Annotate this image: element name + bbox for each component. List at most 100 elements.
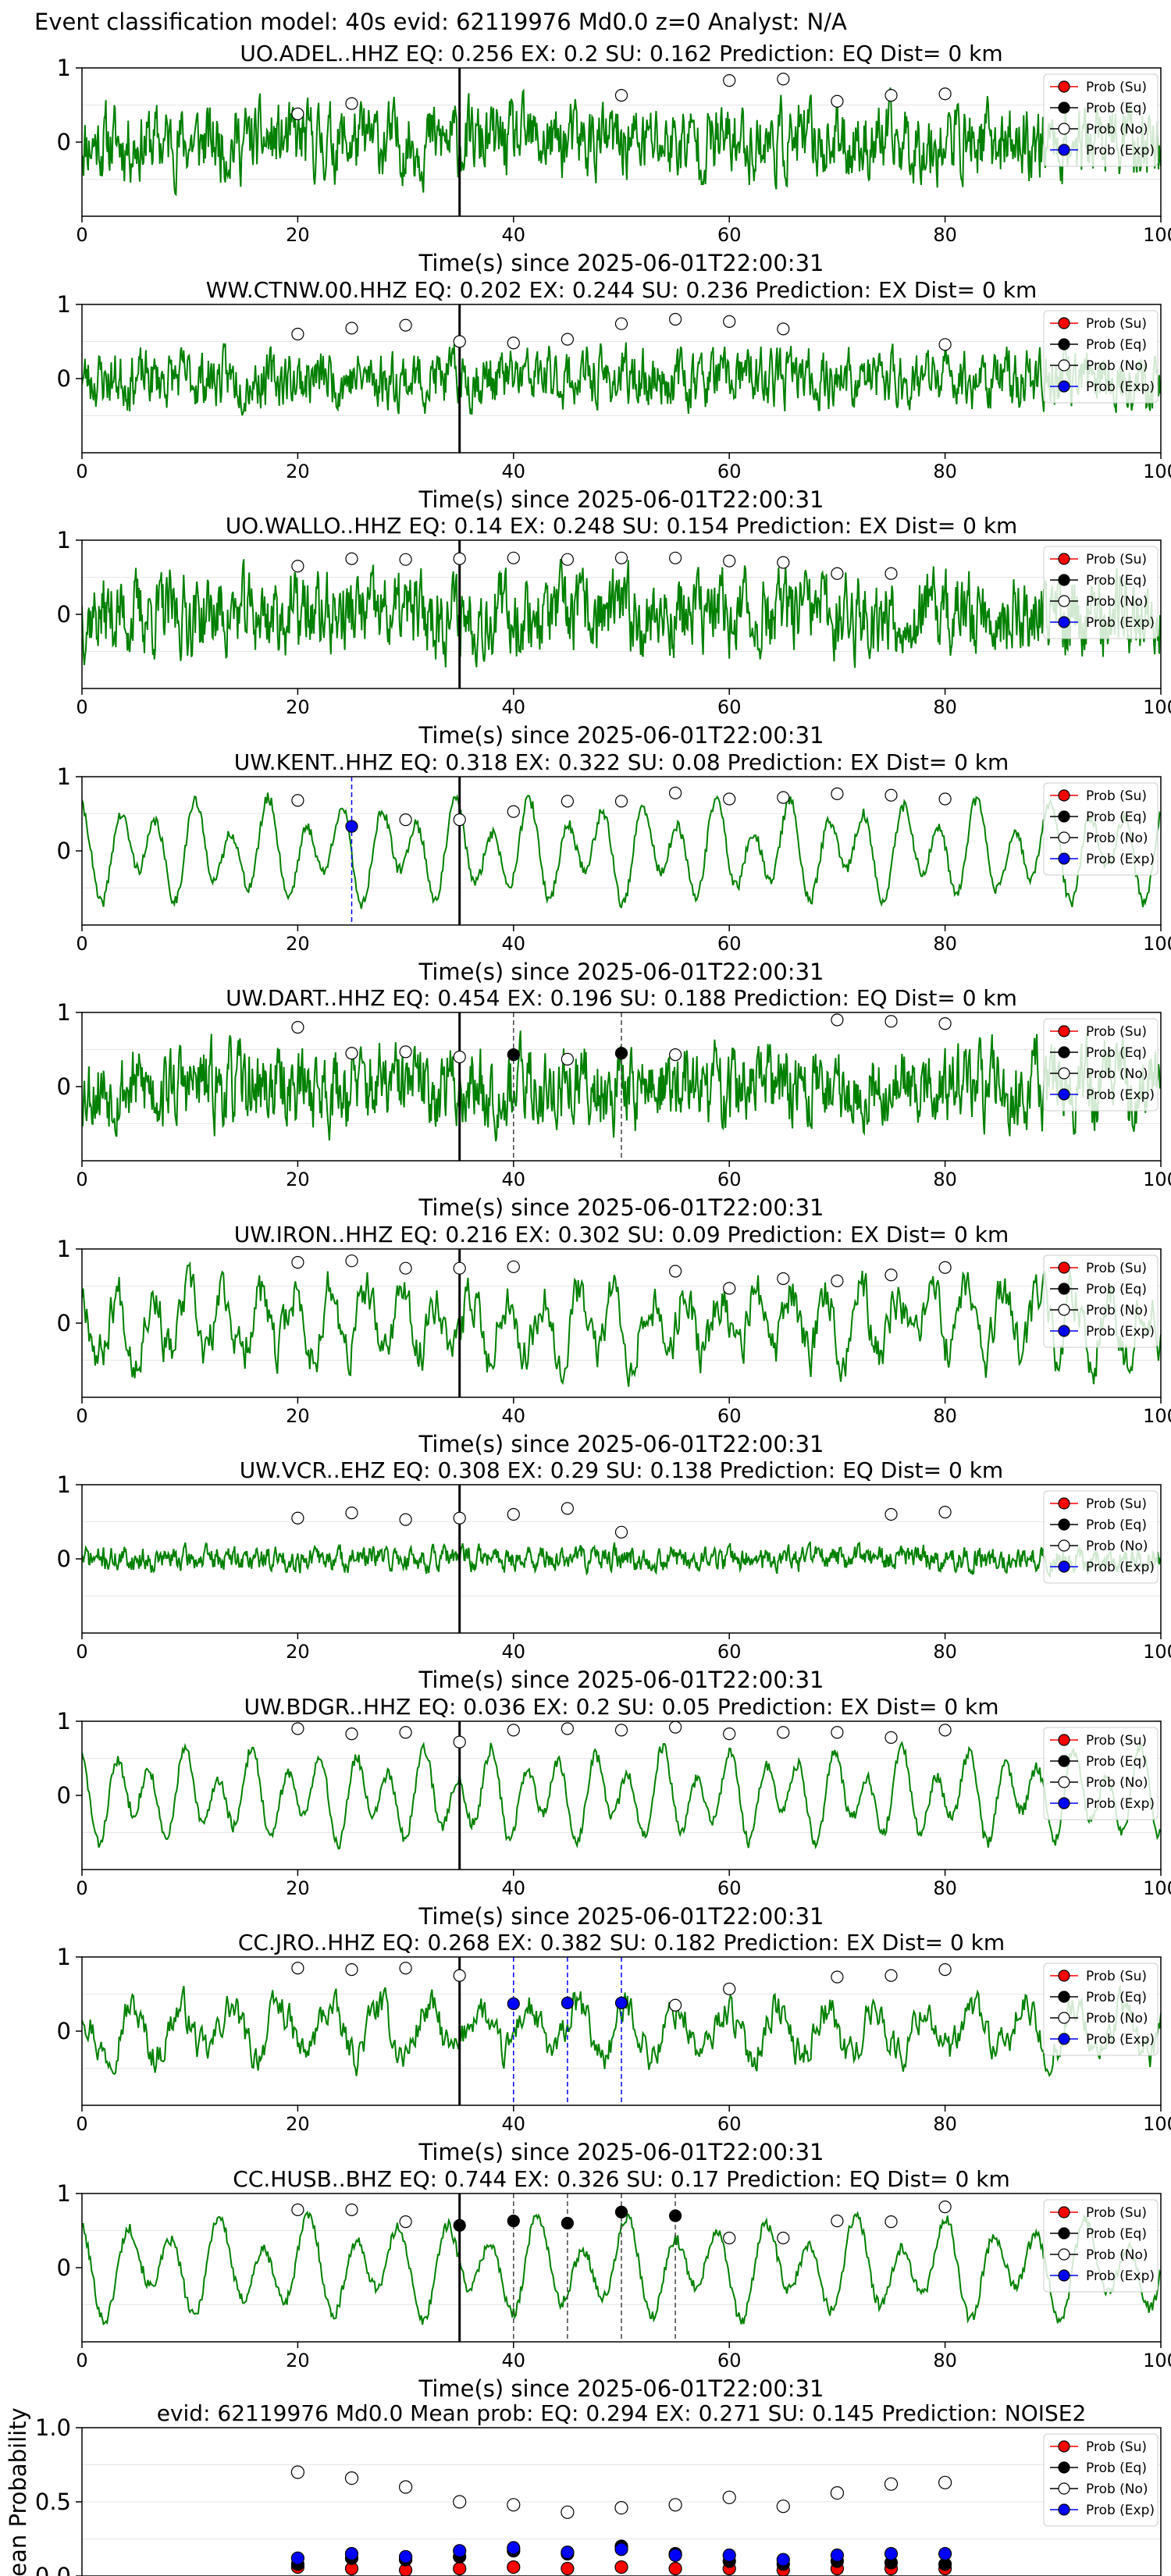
x-tick-label: 80: [933, 1877, 957, 1899]
legend-box: [1043, 1254, 1159, 1348]
chart-panel-1: UO.ADEL..HHZ EQ: 0.256 EX: 0.2 SU: 0.162…: [57, 41, 1171, 276]
legend-marker: [1058, 2440, 1070, 2453]
legend: Prob (Su) Prob (Eq) Prob (No) Prob (Exp): [1043, 1962, 1159, 2056]
prob-no-point: [884, 1731, 898, 1744]
legend-marker: [1058, 1755, 1070, 1767]
prob-no-point: [399, 1962, 412, 1975]
x-tick-label: 40: [502, 2113, 526, 2135]
plot-area: [82, 558, 1161, 668]
legend-label: Prob (Su): [1086, 1261, 1147, 1276]
y-tick-label: 1: [57, 2180, 71, 2207]
prob-no-point: [561, 333, 575, 346]
x-tick-label: 40: [502, 224, 526, 246]
legend-marker: [1058, 359, 1070, 372]
x-axis-label: Time(s) since 2025-06-01T22:00:31: [418, 2139, 824, 2165]
x-tick-label: 40: [502, 1405, 526, 1427]
chart-panel-6: UW.IRON..HHZ EQ: 0.216 EX: 0.302 SU: 0.0…: [57, 1222, 1171, 1457]
prob-no-point: [507, 336, 520, 350]
prob-no-point: [777, 2231, 790, 2245]
legend-label: Prob (Exp): [1086, 852, 1155, 867]
x-tick-label: 100: [1143, 933, 1171, 955]
chart-panel-11: evid: 62119976 Md0.0 Mean prob: EQ: 0.29…: [5, 2400, 1162, 2576]
legend-label: Prob (Exp): [1086, 2032, 1155, 2048]
prob-no-point: [614, 89, 628, 102]
legend-marker: [1058, 2269, 1070, 2282]
legend-label: Prob (Su): [1086, 80, 1147, 95]
legend-marker: [1058, 789, 1070, 802]
y-tick-label: 1: [57, 1708, 71, 1735]
prob-eq-point: [668, 2209, 682, 2222]
y-tick-label: 1: [57, 55, 71, 81]
prob-exp-point: [938, 2546, 952, 2561]
prob-no-point: [291, 2203, 304, 2216]
legend-marker: [1058, 338, 1070, 350]
prob-no-point: [614, 317, 628, 330]
legend-marker: [1058, 80, 1070, 93]
y-tick-label: 1: [57, 999, 71, 1026]
legend-box: [1043, 310, 1159, 404]
x-tick-label: 20: [286, 224, 310, 246]
prob-no-point: [777, 322, 790, 336]
prob-no-point: [345, 1047, 358, 1060]
legend-marker: [1058, 2248, 1070, 2261]
plot-area: [82, 342, 1161, 416]
plot-area: [82, 87, 1161, 197]
prob-no-point: [614, 1525, 628, 1539]
prob-no-point: [453, 1261, 466, 1275]
x-axis-label: Time(s) since 2025-06-01T22:00:31: [418, 959, 824, 985]
prob-no-point: [561, 2505, 575, 2519]
prob-no-point: [345, 1254, 358, 1268]
legend-marker: [1058, 1991, 1070, 2003]
legend-label: Prob (Su): [1086, 1969, 1147, 1984]
legend-marker: [1058, 1797, 1070, 1809]
legend: Prob (Su) Prob (Eq) Prob (No) Prob (Exp): [1043, 2199, 1159, 2293]
prob-no-point: [831, 1274, 844, 1287]
prob-eq-point: [453, 2218, 466, 2232]
legend-box: [1043, 1018, 1159, 1112]
prob-no-point: [399, 1045, 412, 1059]
x-tick-label: 20: [286, 933, 310, 955]
prob-no-point: [291, 107, 304, 120]
plot-area: [82, 1541, 1161, 1578]
legend-label: Prob (No): [1086, 594, 1148, 610]
legend-label: Prob (Exp): [1086, 143, 1155, 158]
prob-no-point: [561, 553, 575, 566]
x-tick-label: 100: [1143, 2350, 1171, 2371]
prob-no-point: [453, 1735, 466, 1749]
prob-no-point: [507, 805, 520, 818]
legend-marker: [1058, 1261, 1070, 1274]
x-tick-label: 0: [76, 224, 87, 246]
x-axis-label: Time(s) since 2025-06-01T22:00:31: [418, 1667, 824, 1693]
prob-exp-point: [344, 2546, 359, 2561]
prob-no-point: [668, 786, 682, 800]
prob-no-point: [291, 1511, 304, 1525]
prob-no-point: [777, 1272, 790, 1286]
prob-no-point: [399, 813, 412, 827]
prob-no-point: [507, 551, 520, 564]
waveform-trace: [82, 342, 1161, 416]
legend-marker: [1058, 553, 1070, 565]
plot-area: [82, 1261, 1161, 1387]
x-tick-label: 20: [286, 1405, 310, 1427]
legend: Prob (Su) Prob (Eq) Prob (No) Prob (Exp): [1043, 1018, 1159, 1112]
waveform-trace: [82, 1985, 1161, 2077]
x-tick-label: 80: [933, 2350, 957, 2371]
prob-no-point: [938, 2201, 952, 2214]
x-tick-label: 40: [502, 1877, 526, 1899]
prob-no-point: [345, 552, 358, 565]
legend-label: Prob (No): [1086, 1066, 1148, 1082]
prob-eq-point: [561, 2216, 575, 2230]
prob-no-point: [561, 1052, 575, 1066]
legend: Prob (Su) Prob (Eq) Prob (No) Prob (Exp): [1043, 73, 1159, 167]
prob-no-point: [723, 2231, 736, 2245]
x-tick-label: 20: [286, 1169, 310, 1190]
prob-no-point: [723, 554, 736, 568]
legend: Prob (Su) Prob (Eq) Prob (No) Prob (Exp): [1043, 546, 1159, 639]
x-tick-label: 100: [1143, 1405, 1171, 1427]
legend-label: Prob (Su): [1086, 1733, 1147, 1749]
prob-no-point: [831, 94, 844, 108]
legend-marker: [1058, 1560, 1070, 1573]
legend-label: Prob (No): [1086, 2247, 1148, 2263]
y-tick-label: 0: [57, 1782, 71, 1809]
prob-no-point: [938, 2475, 952, 2489]
